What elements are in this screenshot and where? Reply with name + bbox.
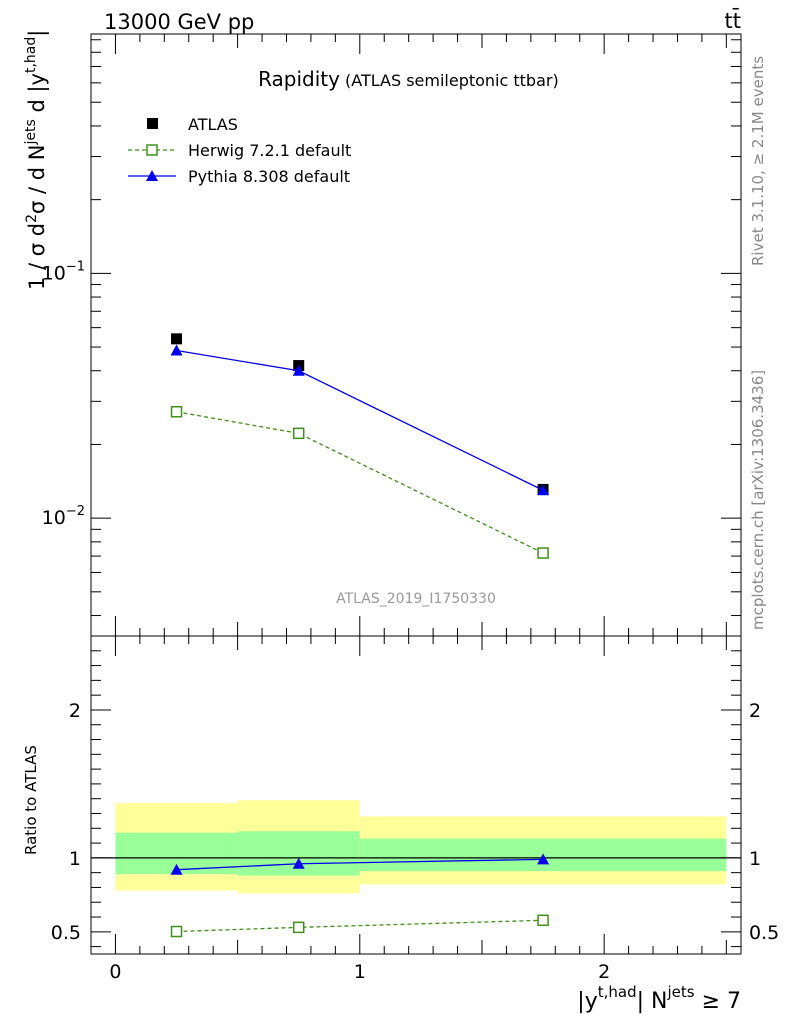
legend-label-herwig: Herwig 7.2.1 default — [188, 141, 351, 160]
pythia-point — [537, 484, 550, 496]
legend-label-pythia: Pythia 8.308 default — [188, 167, 350, 186]
main-panel: 10−2 10−1 Rapidity (ATLAS semileptonic tt… — [23, 30, 742, 637]
pythia-point — [170, 344, 183, 356]
main-series — [170, 333, 550, 559]
chart-title: Rapidity — [258, 67, 340, 91]
legend: ATLAS Herwig 7.2.1 default Pythia 8.308 … — [128, 115, 351, 186]
pythia-ratio-point — [537, 853, 550, 865]
x-axis-label: |yt,had| Njets ≥ 7 — [577, 983, 741, 1014]
ratio-y-tick-label-right: 2 — [749, 700, 761, 722]
herwig-ratio-point — [170, 925, 183, 938]
atlas-point — [171, 333, 183, 345]
pythia-point — [292, 364, 305, 376]
legend-marker-atlas — [147, 118, 158, 129]
herwig-ratio-point — [537, 914, 549, 927]
svg-text:|yt,had| Njets ≥ 7: |yt,had| Njets ≥ 7 — [577, 983, 741, 1014]
chart-subtitle: (ATLAS semileptonic ttbar) — [345, 71, 559, 90]
energy-label: 13000 GeV pp — [104, 10, 254, 34]
pythia-ratio-point — [170, 863, 183, 875]
ratio-y-tick-label: 0.5 — [51, 922, 81, 944]
mcplots-label: mcplots.cern.ch [arXiv:1306.3436] — [749, 370, 767, 630]
process-label: tt̄ — [725, 8, 741, 33]
y-tick-label: 10−2 — [42, 504, 85, 529]
herwig-point — [292, 427, 305, 440]
ratio-y-tick-label-right: 1 — [749, 848, 761, 870]
x-tick-label: 2 — [598, 961, 610, 983]
ratio-axis-ticks: 0.5 0.5 1 1 2 2 0 1 2 — [51, 636, 779, 983]
y-tick-label: 10−1 — [42, 259, 85, 284]
x-tick-label: 1 — [354, 961, 366, 983]
ratio-y-axis-label: Ratio to ATLAS — [22, 745, 40, 855]
watermark-label: ATLAS_2019_I1750330 — [336, 591, 496, 607]
herwig-point — [170, 406, 183, 418]
herwig-point — [537, 547, 549, 559]
legend-label-atlas: ATLAS — [188, 115, 238, 134]
rivet-label: Rivet 3.1.10, ≥ 2.1M events — [749, 56, 767, 266]
legend-marker-pythia — [146, 170, 158, 181]
ratio-y-tick-label-right: 0.5 — [749, 922, 779, 944]
ratio-series — [170, 853, 550, 938]
main-y-axis-label: 1 / σ d2σ / d Njets d |yt,had| — [23, 30, 50, 290]
ratio-bands — [91, 800, 741, 894]
x-tick-label: 0 — [109, 961, 121, 983]
pythia-line — [176, 349, 544, 491]
ratio-y-tick-label: 1 — [69, 848, 81, 870]
herwig-ratio-point — [292, 921, 305, 934]
herwig-line — [176, 411, 544, 554]
uncertainty-band-inner — [237, 831, 360, 876]
legend-marker-herwig — [146, 144, 158, 156]
pythia-ratio-point — [292, 857, 305, 869]
ratio-frame — [90, 635, 742, 955]
main-axis-ticks: 10−2 10−1 — [42, 34, 741, 636]
svg-text:1 / σ d2σ / d Njets d |yt,had|: 1 / σ d2σ / d Njets d |yt,had| — [23, 30, 50, 290]
herwig-ratio-line — [176, 919, 544, 933]
ratio-y-tick-label: 2 — [69, 700, 81, 722]
ratio-panel: 0.5 0.5 1 1 2 2 0 1 2 Ratio to ATLAS |yt,had| Nj… — [22, 635, 779, 1014]
